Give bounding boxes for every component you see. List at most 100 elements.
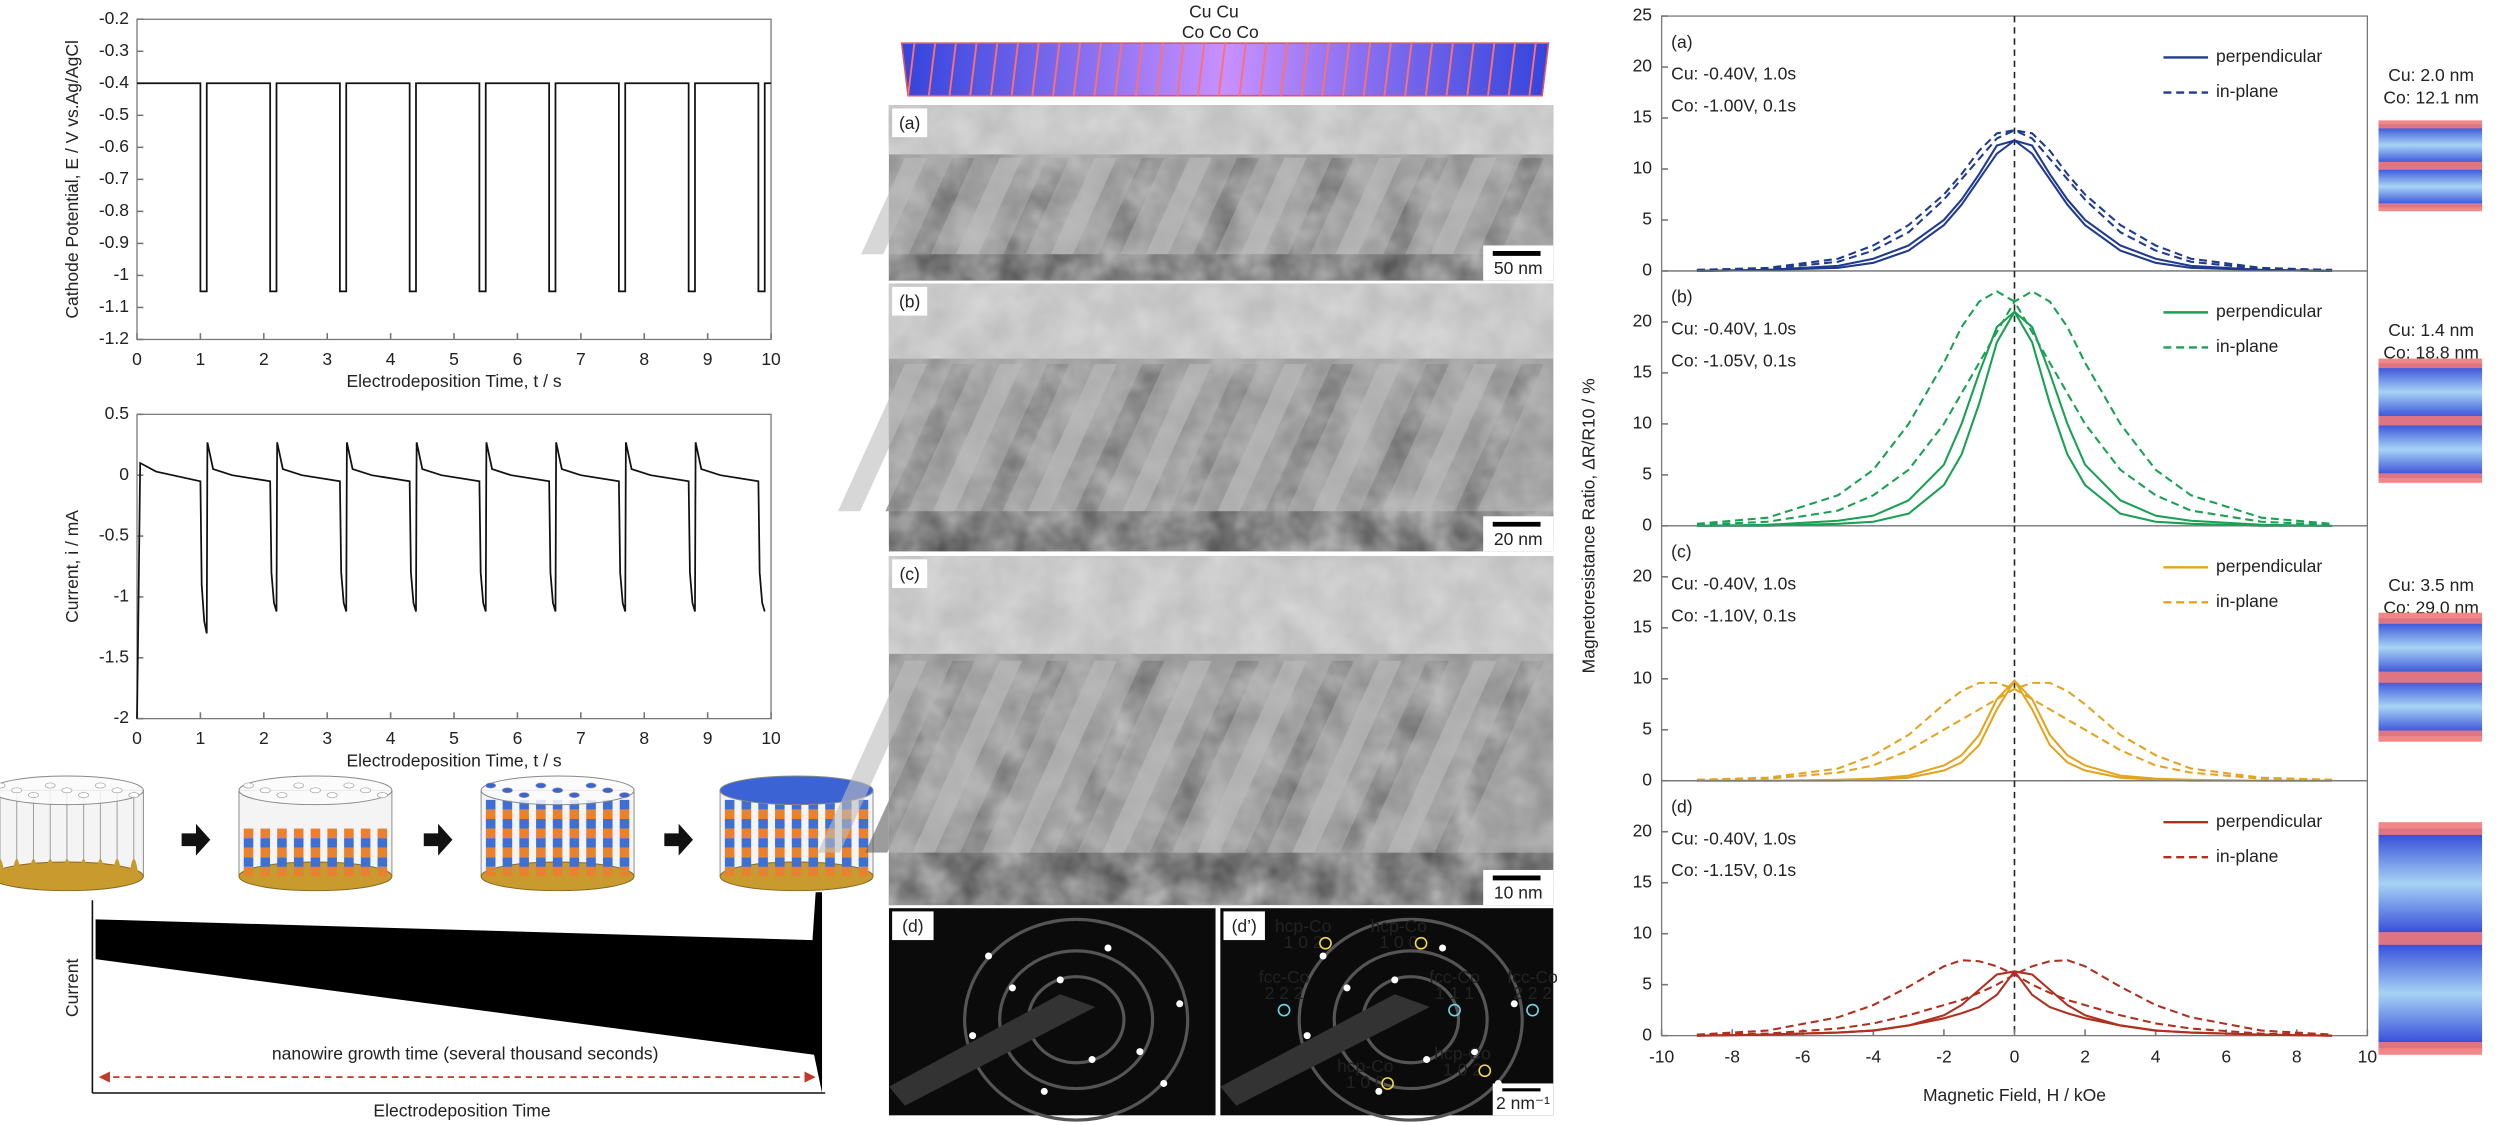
diffraction-spot <box>1303 1032 1311 1040</box>
wire-segment <box>277 847 287 858</box>
x-tick-label: -8 <box>1724 1047 1740 1067</box>
wire-segment <box>377 866 388 877</box>
x-tick-label: 10 <box>761 728 781 748</box>
wire-segment <box>586 847 596 858</box>
wire-segment <box>825 857 835 867</box>
spot-index: 1 0 0 <box>1346 1072 1385 1092</box>
condition-text: Co: -1.00V, 0.1s <box>1671 95 1796 115</box>
wire-segment <box>569 847 580 858</box>
wire-segment <box>791 809 802 819</box>
cu-layer <box>2378 358 2483 369</box>
layer-stripe <box>948 43 957 96</box>
layer-stripe <box>1031 43 1040 96</box>
wire-segment <box>741 828 752 839</box>
wire-segment <box>724 818 735 829</box>
x-tick-label: 3 <box>322 728 332 748</box>
y-tick-label: -0.4 <box>99 72 129 92</box>
y-tick-label: 20 <box>1633 820 1653 840</box>
y-tick-label: 15 <box>1633 616 1652 636</box>
pore-top <box>326 792 338 798</box>
diffraction-spot <box>1040 1087 1048 1095</box>
wire-segment <box>586 857 596 867</box>
mr-curve <box>1696 290 2333 526</box>
wire-segment <box>619 809 630 819</box>
x-axis-title: Electrodeposition Time, t / s <box>346 371 561 391</box>
label-box <box>892 286 928 316</box>
x-tick-label: 0 <box>132 349 142 369</box>
wire-segment <box>775 857 785 867</box>
y-tick-label: 10 <box>1633 667 1653 687</box>
diffraction-spot <box>1391 976 1399 984</box>
wire-segment <box>825 866 835 877</box>
wire-segment <box>586 809 596 819</box>
y-tick-label: -0.5 <box>99 104 129 124</box>
panel-label: (a) <box>1671 32 1692 52</box>
layer-stripe <box>1197 43 1206 96</box>
wire-segment <box>808 857 819 867</box>
wire-segment <box>825 809 835 819</box>
wire-segment <box>293 866 304 877</box>
legend-label: in-plane <box>2216 81 2278 101</box>
wire-segment <box>758 799 768 810</box>
spot-phase: fcc-Co <box>1259 967 1310 987</box>
data-line <box>136 442 766 719</box>
y-tick-label: -0.7 <box>99 168 129 188</box>
wire-segment <box>327 828 337 839</box>
wire-segment <box>569 818 580 829</box>
label-box <box>892 559 928 588</box>
wire-segment <box>791 847 802 858</box>
y-tick-label: -1 <box>113 586 129 606</box>
pore-top <box>0 782 6 789</box>
pore-top <box>128 792 140 798</box>
label-box <box>892 911 934 941</box>
wire-segment <box>327 866 337 877</box>
diffraction-spot <box>1056 976 1064 984</box>
wire-segment <box>724 809 735 819</box>
wire-segment <box>277 857 287 867</box>
pore-top <box>28 792 39 798</box>
x-tick-label: 0 <box>2010 1047 2020 1067</box>
wire-segment <box>758 857 768 867</box>
co-layer <box>2378 677 2483 737</box>
diffraction-spot <box>1470 1048 1478 1056</box>
wire-segment <box>377 847 388 858</box>
spot-marker <box>1478 1064 1492 1078</box>
wire-segment <box>277 866 287 877</box>
wire-segment <box>360 857 371 867</box>
x-axis-title: Magnetic Field, H / kOe <box>1923 1085 2106 1105</box>
wire-segment <box>519 818 529 829</box>
wire-segment <box>310 857 321 867</box>
spot-marker <box>1381 1077 1394 1090</box>
y-tick-label: 10 <box>1633 922 1653 942</box>
wire-segment <box>619 799 630 810</box>
pore-top <box>376 792 388 798</box>
wire-segment <box>502 818 513 829</box>
wire-segment <box>360 847 371 858</box>
x-tick-label: 2 <box>259 349 269 369</box>
cu-layer <box>2378 473 2483 483</box>
y-tick-label: 15 <box>1633 871 1652 891</box>
wire-segment <box>536 828 546 839</box>
wire-segment <box>519 828 529 839</box>
x-tick-label: -10 <box>1649 1047 1675 1067</box>
wire-segment <box>310 866 321 877</box>
mr-curve <box>1696 681 2333 781</box>
cu-layer <box>2378 161 2483 170</box>
wire-segment <box>502 857 513 867</box>
wire-segment <box>808 828 819 839</box>
x-tick-label: 6 <box>2221 1047 2231 1067</box>
wire-segment <box>758 809 768 819</box>
condition-text: Cu: -0.40V, 1.0s <box>1671 573 1796 593</box>
layer-stripe <box>1300 43 1309 96</box>
y-tick-label: 15 <box>1633 107 1652 127</box>
co-layer <box>2378 938 2483 1049</box>
wire-segment <box>327 838 337 848</box>
panel-label: (b) <box>1671 287 1692 307</box>
co-layer <box>2378 165 2483 208</box>
y-tick-label: -2 <box>113 707 129 727</box>
wire-segment <box>502 838 513 848</box>
legend-label: in-plane <box>2216 591 2278 611</box>
wire-segment <box>502 828 513 839</box>
panel-label: (c) <box>1671 542 1691 562</box>
panel-label: (b) <box>899 291 920 311</box>
